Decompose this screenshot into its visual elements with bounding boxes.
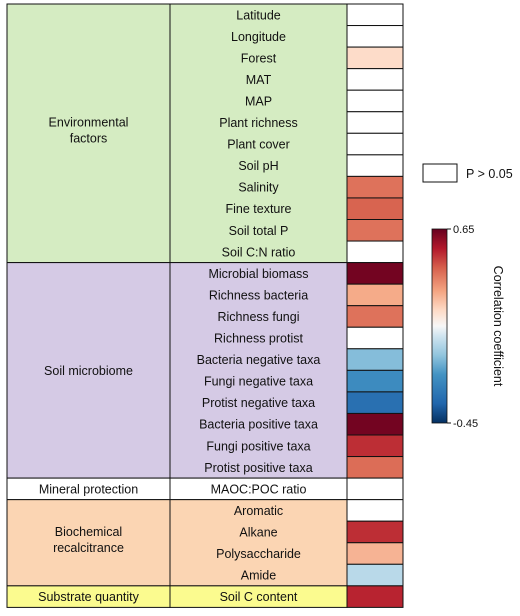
heatmap-cell	[346, 89, 404, 113]
heatmap-cell	[346, 197, 404, 220]
row-label: Latitude	[236, 8, 281, 22]
group-cell	[6, 499, 171, 587]
row-label-column	[169, 262, 348, 479]
row-label: Richness protist	[214, 332, 303, 346]
group-label: Soil microbiome	[44, 364, 133, 378]
heatmap-cell	[346, 391, 404, 414]
heatmap-cell	[346, 434, 404, 458]
row-label: Soil C content	[220, 590, 298, 604]
colorbar	[431, 228, 448, 424]
row-label: Soil pH	[238, 159, 278, 173]
heatmap-cell	[346, 520, 404, 544]
group-cell	[6, 3, 171, 264]
heatmap-cell	[346, 132, 404, 156]
row-label: Amide	[241, 569, 276, 583]
row-label: Protist negative taxa	[202, 396, 315, 410]
heatmap-cell	[346, 326, 404, 350]
legend-swatch	[422, 163, 458, 183]
row-label: Soil C:N ratio	[222, 245, 296, 259]
row-label: Richness fungi	[218, 310, 300, 324]
row-label: Alkane	[239, 525, 277, 539]
heatmap-cell	[346, 262, 404, 285]
heatmap-cell	[346, 477, 404, 501]
row-label: Soil total P	[229, 224, 289, 238]
heatmap-cell	[346, 585, 404, 608]
row-label: Fine texture	[225, 202, 291, 216]
heatmap-cell	[346, 563, 404, 587]
heatmap-cell	[346, 175, 404, 199]
heatmap-cell	[346, 456, 404, 479]
row-label: Richness bacteria	[209, 288, 308, 302]
row-label: Forest	[241, 51, 277, 65]
row-label: Fungi negative taxa	[204, 375, 313, 389]
row-label-column	[169, 499, 348, 587]
row-label: MAOC:POC ratio	[211, 482, 307, 496]
row-label-column	[169, 3, 348, 264]
legend-label: P > 0.05	[466, 167, 513, 181]
heatmap-cell	[346, 348, 404, 371]
heatmap-cell	[346, 68, 404, 91]
colorbar-min-label: -0.45	[453, 418, 478, 430]
row-label: Bacteria positive taxa	[199, 418, 318, 432]
row-label: Plant cover	[227, 138, 290, 152]
row-label: MAP	[245, 94, 272, 108]
row-label: MAT	[246, 73, 272, 87]
group-label: Biochemical recalcitrance	[53, 525, 124, 555]
heatmap-cell	[346, 305, 404, 328]
row-label: Aromatic	[234, 504, 283, 518]
row-label: Microbial biomass	[208, 267, 308, 281]
heatmap-cell	[346, 240, 404, 264]
heatmap-cell	[346, 412, 404, 436]
row-label: Bacteria negative taxa	[197, 353, 321, 367]
colorbar-max-label: 0.65	[453, 224, 474, 236]
row-label: Longitude	[231, 30, 286, 44]
heatmap-cell	[346, 499, 404, 522]
colorbar-label: Correlation coefficient	[491, 266, 505, 387]
heatmap-cell	[346, 3, 404, 27]
heatmap-cell	[346, 111, 404, 134]
row-label: Fungi positive taxa	[206, 439, 310, 453]
row-label: Protist positive taxa	[204, 461, 312, 475]
heatmap-cell	[346, 46, 404, 70]
group-label: Environmental factors	[49, 115, 129, 145]
heatmap-cell	[346, 219, 404, 242]
row-label: Polysaccharide	[216, 547, 301, 561]
group-label: Mineral protection	[39, 482, 138, 496]
heatmap-cell	[346, 25, 404, 48]
heatmap-cell	[346, 283, 404, 307]
row-label: Plant richness	[219, 116, 298, 130]
heatmap-cell	[346, 369, 404, 393]
heatmap-cell	[346, 542, 404, 565]
heatmap-cell	[346, 154, 404, 177]
row-label: Salinity	[238, 181, 279, 195]
group-cell	[6, 262, 171, 479]
group-label: Substrate quantity	[38, 590, 140, 604]
